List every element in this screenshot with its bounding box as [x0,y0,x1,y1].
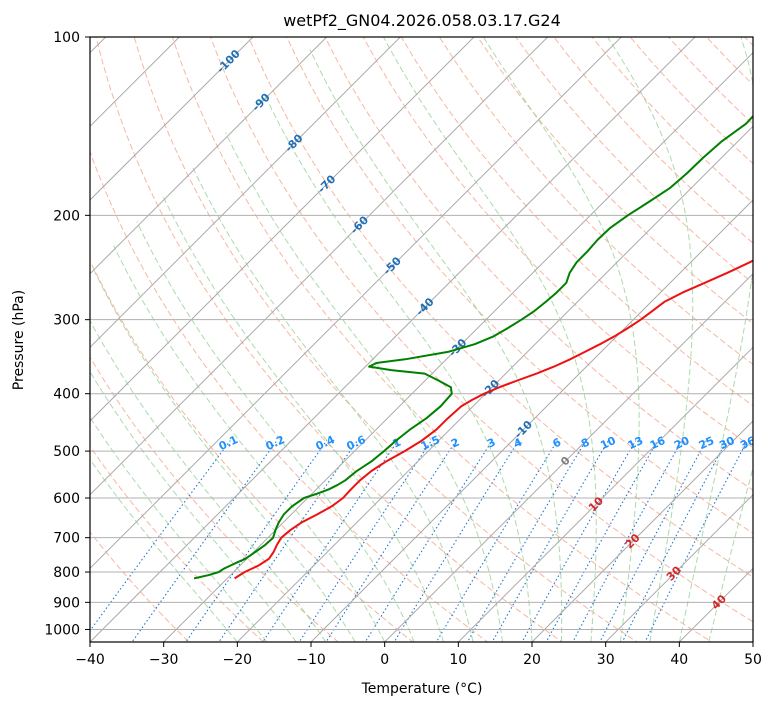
mixing-ratio-label: 8 [579,436,591,451]
isotherm-line [741,24,775,654]
isotherm-line [594,24,775,654]
dry-adiabats [0,37,775,654]
isotherm-line [667,24,775,654]
y-axis-ticks: 1000 900 800 700 600 500 400 300 200 100 [44,30,90,638]
moist-adiabat [55,307,296,643]
mixing-ratio-line [567,441,682,654]
mixing-ratio-label: 1.5 [419,433,442,453]
x-tick-label: −30 [149,652,179,668]
mixing-ratio-label: 13 [626,434,645,452]
moist-adiabat [137,222,414,642]
x-tick-label: 40 [670,652,688,668]
mixing-ratio-line [594,441,707,654]
x-axis-label: Temperature (°C) [361,681,483,697]
mixing-ratio-label: 36 [738,434,758,452]
dry-adiabat [592,37,775,654]
isotherm-line [0,24,414,654]
mixing-ratio-line [211,441,358,654]
dry-adiabat [325,37,775,654]
x-tick-label: 30 [597,652,615,668]
isotherm-line [373,24,775,654]
pressure-gridlines [90,37,753,629]
mixing-ratio-line [73,441,230,654]
dry-adiabat [478,37,775,654]
x-tick-label: 10 [449,652,467,668]
y-tick-label: 500 [53,444,80,460]
isotherms [0,24,775,654]
dry-adiabat [554,37,775,654]
moist-adiabat [679,37,760,642]
mixing-ratio-line [516,441,636,654]
y-axis-label: Pressure (hPa) [11,290,27,390]
dry-adiabat [211,37,775,654]
x-tick-label: 50 [744,652,762,668]
chart-title: wetPf2_GN04.2026.058.03.17.G24 [283,11,561,31]
mixing-ratio-line [639,441,747,654]
moist-adiabat [310,50,562,642]
y-tick-label: 900 [53,595,80,611]
y-tick-label: 200 [53,208,80,224]
dry-adiabat [668,37,775,654]
x-axis-ticks: −40 −30 −20 −10 0 10 20 30 40 50 [75,642,762,668]
x-tick-label: 20 [523,652,541,668]
mixing-ratio-line [486,441,609,654]
dry-adiabat [249,37,775,654]
isotherm-line [0,24,193,654]
mixing-ratio-label: 20 [672,434,692,452]
mixing-ratio-lines [73,441,747,654]
dry-adiabat [287,37,775,654]
mixing-ratio-label: 0.6 [345,433,368,453]
y-tick-label: 100 [53,30,80,46]
dry-adiabat [134,37,655,654]
isotherm-line [0,24,340,654]
mixing-ratio-line [124,441,277,654]
mixing-ratio-label: 0.1 [217,433,240,453]
mixing-ratio-label: 6 [551,435,564,450]
isotherm-line [520,24,775,654]
dry-adiabat [516,37,775,654]
mixing-ratio-line [292,441,432,654]
dry-adiabat [20,37,429,654]
dry-adiabat [96,37,580,654]
moist-adiabat [192,166,473,642]
x-tick-label: −20 [223,652,253,668]
y-tick-label: 300 [53,313,80,329]
moist-adiabat [384,37,597,642]
moist-adiabat [265,94,532,642]
moist-adiabat [73,288,326,642]
y-tick-label: 1000 [44,622,80,638]
y-tick-label: 700 [53,531,80,547]
mixing-ratio-line [430,441,558,654]
x-tick-label: −40 [75,652,105,668]
mixing-ratio-label: 3 [485,436,497,451]
mixing-ratio-label: 30 [717,434,737,452]
mixing-ratio-line [358,441,492,654]
moist-adiabat [93,268,356,642]
mixing-ratio-label: 0.2 [264,433,287,453]
temperature-line [235,37,775,578]
isotherm-line [225,24,775,654]
y-tick-label: 800 [53,565,80,581]
mixing-ratio-label: 25 [697,434,716,452]
mixing-ratio-label: 10 [598,434,618,452]
dry-adiabat [363,37,775,654]
moist-adiabat [608,37,693,642]
mixing-ratio-line [319,441,457,654]
x-tick-label: −10 [296,652,326,668]
y-tick-label: 400 [53,387,80,403]
dry-adiabat [0,37,277,654]
y-tick-label: 600 [53,491,80,507]
isotherm-line [0,24,561,654]
dry-adiabat [0,37,352,654]
x-tick-label: 0 [380,652,389,668]
